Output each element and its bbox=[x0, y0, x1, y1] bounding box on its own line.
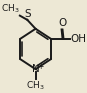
Text: OH: OH bbox=[70, 34, 86, 44]
Text: CH$_3$: CH$_3$ bbox=[26, 79, 45, 92]
Text: N: N bbox=[32, 64, 39, 74]
Text: O: O bbox=[58, 18, 66, 28]
Text: +: + bbox=[37, 62, 43, 71]
Text: S: S bbox=[24, 9, 31, 19]
Text: CH$_3$: CH$_3$ bbox=[1, 2, 19, 15]
